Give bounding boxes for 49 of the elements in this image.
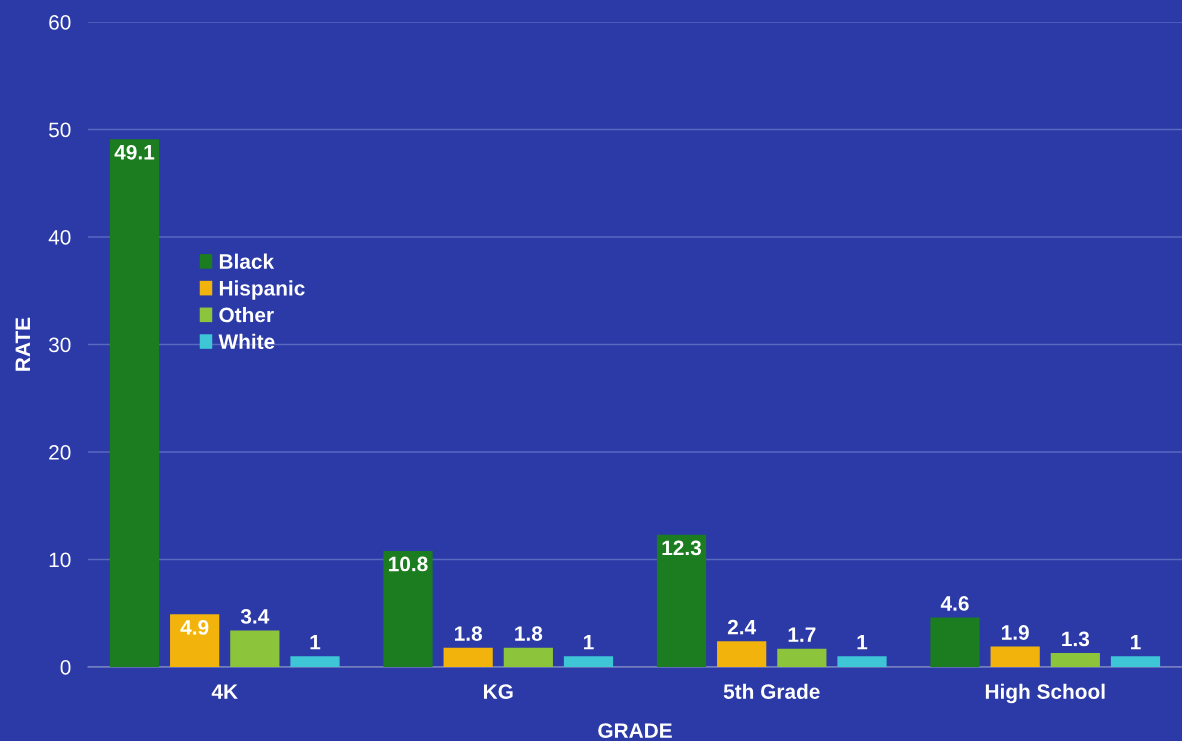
data-label: 49.1 [114, 144, 155, 160]
data-label: 1 [584, 635, 594, 650]
bar [777, 648, 827, 667]
bar [990, 646, 1040, 667]
bar [930, 617, 980, 667]
y-tick-label: 0 [60, 660, 71, 675]
data-label: 1 [310, 635, 321, 650]
data-label: 4.9 [180, 620, 209, 635]
x-tick-label: High School [985, 683, 1105, 704]
legend-label: Black [219, 253, 275, 269]
bar [717, 641, 767, 667]
y-tick-label: 30 [48, 337, 71, 353]
bar [170, 614, 220, 667]
data-label: 1.3 [1062, 631, 1090, 647]
data-label: 3.4 [240, 609, 270, 624]
legend-label: Other [219, 307, 274, 323]
legend-label: Hispanic [219, 280, 305, 300]
data-label: 1 [857, 635, 868, 650]
data-label: 4.6 [940, 596, 969, 611]
bar [290, 656, 340, 667]
data-label: 1.9 [1002, 625, 1029, 640]
x-tick-label: 5th Grade [723, 683, 820, 699]
data-label: 1 [1131, 635, 1141, 650]
bar [230, 630, 280, 667]
bar [656, 534, 707, 667]
y-tick-label: 10 [49, 552, 71, 568]
bar [1110, 656, 1161, 667]
bar [443, 647, 493, 667]
data-label: 1.8 [515, 626, 543, 641]
data-label: 1.7 [788, 627, 816, 642]
x-axis-title: GRADE [598, 723, 672, 738]
y-tick-label: 50 [49, 122, 71, 138]
bar [1050, 653, 1100, 667]
x-tick-label: 4K [211, 684, 238, 699]
data-label: 1.8 [455, 626, 483, 641]
bar [503, 647, 553, 667]
data-label: 12.3 [662, 540, 702, 556]
bar [837, 656, 887, 667]
y-axis-title: RATE [15, 317, 30, 371]
data-label: 2.4 [727, 619, 757, 635]
y-tick-label: 40 [48, 230, 71, 245]
bar [383, 550, 433, 667]
y-tick-label: 20 [49, 445, 71, 460]
bar [563, 656, 614, 667]
y-tick-label: 60 [49, 15, 71, 30]
data-label: 10.8 [389, 556, 428, 572]
legend-label: White [218, 333, 275, 350]
bar [109, 139, 160, 667]
x-tick-label: KG [484, 684, 513, 699]
